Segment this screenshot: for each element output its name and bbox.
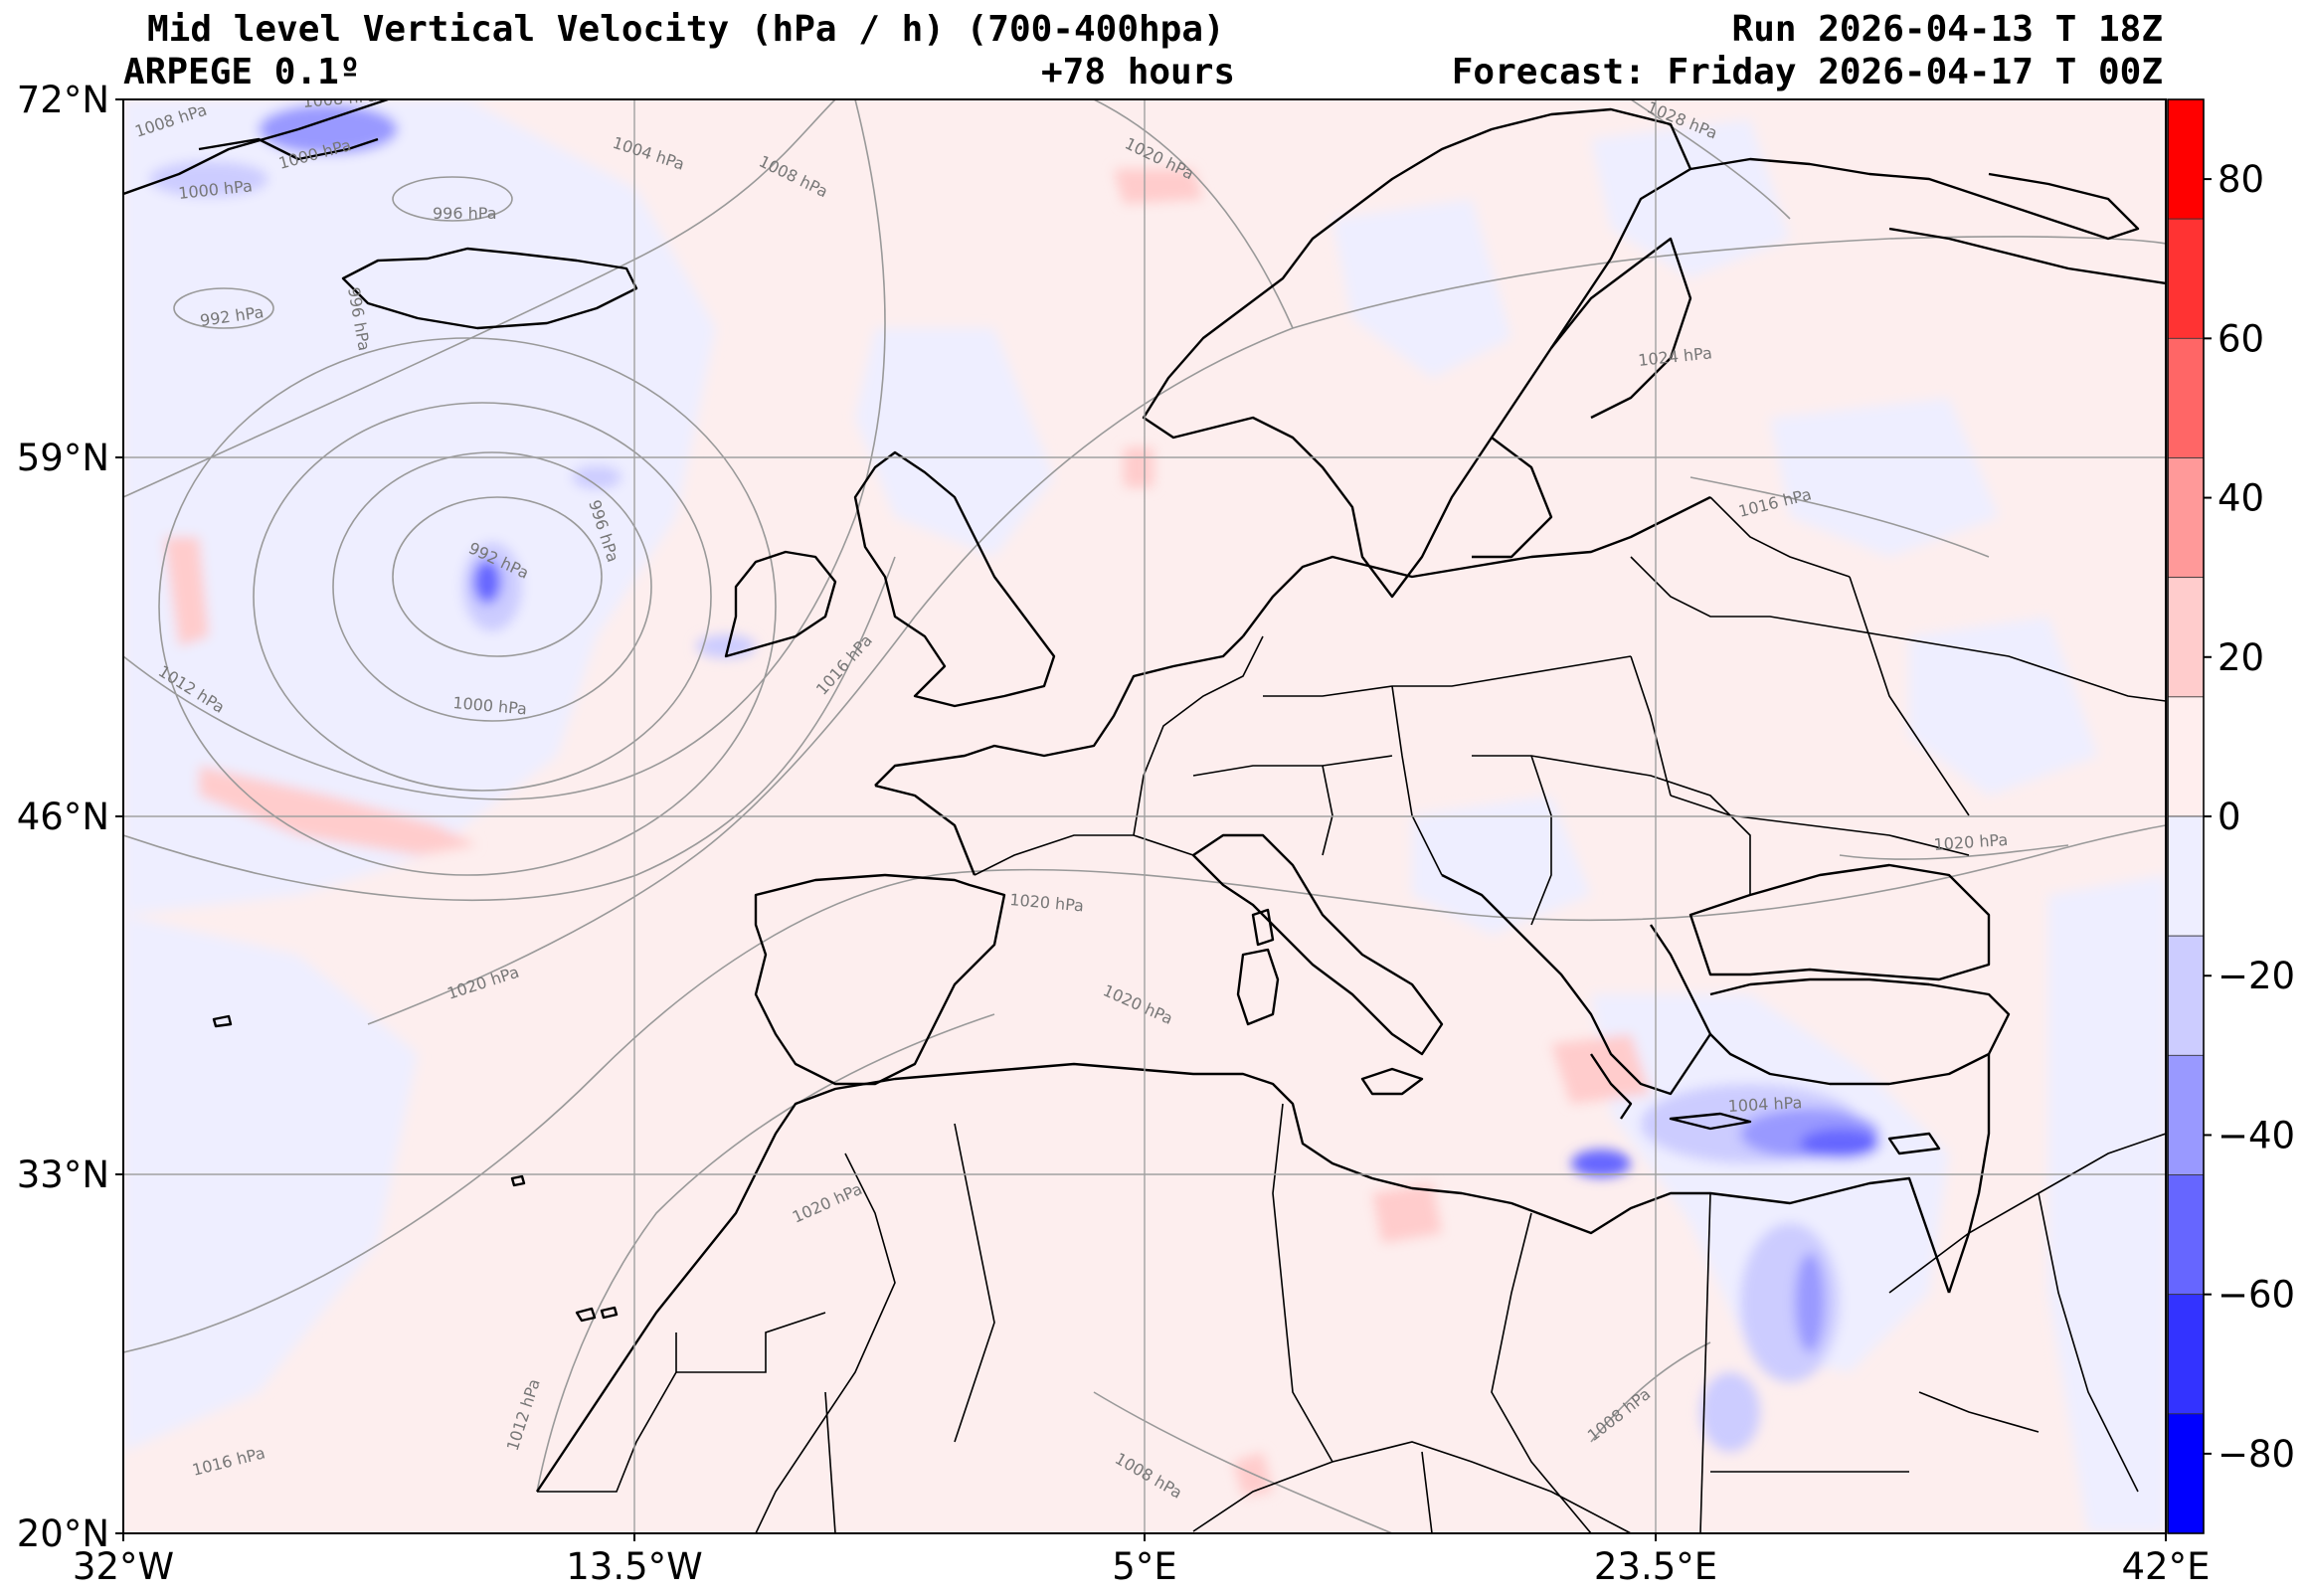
lon-tick-label: 32°W bbox=[73, 1545, 174, 1588]
map-title: Mid level Vertical Velocity (hPa / h) (7… bbox=[147, 9, 1225, 50]
colorbar-cell bbox=[2167, 337, 2205, 458]
colorbar-tick-label: 0 bbox=[2218, 796, 2241, 838]
colorbar-cell bbox=[2167, 577, 2205, 698]
colorbar-tick-label: −40 bbox=[2218, 1114, 2295, 1156]
lat-tick-label: 20°N bbox=[17, 1512, 109, 1555]
colorbar-tick-label: 40 bbox=[2218, 477, 2264, 520]
colorbar-cell bbox=[2167, 1413, 2205, 1534]
valid-time-label: Forecast: Friday 2026-04-17 T 00Z bbox=[1451, 52, 2163, 92]
isobar-label: 1004 hPa bbox=[1727, 1093, 1803, 1116]
colorbar-cell bbox=[2167, 1174, 2205, 1296]
isobar-label: 996 hPa bbox=[433, 204, 497, 223]
colorbar-cell bbox=[2167, 218, 2205, 339]
lon-tick-label: 42°E bbox=[2122, 1545, 2211, 1588]
colorbar-tick-label: −20 bbox=[2218, 955, 2295, 997]
map-area[interactable]: 1008 hPa 1008 hPa 1000 hPa 1000 hPa 996 … bbox=[123, 87, 2166, 1533]
lon-tick-label: 23.5°E bbox=[1594, 1545, 1717, 1588]
colorbar-cell bbox=[2167, 815, 2205, 937]
model-label: ARPEGE 0.1º bbox=[123, 52, 361, 92]
lead-time-label: +78 hours bbox=[1041, 52, 1236, 92]
colorbar-cells bbox=[2167, 98, 2205, 1534]
country-borders bbox=[537, 496, 2166, 1533]
colorbar: 80 60 40 20 0 −20 −40 −60 −80 bbox=[2167, 98, 2295, 1534]
isobar-label: 1008 hPa bbox=[302, 87, 378, 111]
colorbar-cell bbox=[2167, 98, 2205, 220]
run-label: Run 2026-04-13 T 18Z bbox=[1731, 9, 2163, 50]
colorbar-cell bbox=[2167, 457, 2205, 579]
lon-tick-label: 13.5°W bbox=[566, 1545, 702, 1588]
coastlines bbox=[123, 99, 2166, 1493]
lat-tick-label: 33°N bbox=[17, 1153, 109, 1196]
colorbar-cell bbox=[2167, 1054, 2205, 1175]
colorbar-tick-label: 60 bbox=[2218, 317, 2264, 360]
lat-tick-label: 72°N bbox=[17, 79, 109, 121]
colorbar-tick-label: 20 bbox=[2218, 636, 2264, 679]
graticule bbox=[123, 99, 2166, 1533]
colorbar-ticks: 80 60 40 20 0 −20 −40 −60 −80 bbox=[2204, 158, 2295, 1476]
colorbar-cell bbox=[2167, 1294, 2205, 1415]
latitude-labels: 72°N 59°N 46°N 33°N 20°N bbox=[17, 79, 109, 1555]
velocity-field bbox=[123, 99, 2166, 1533]
colorbar-cell bbox=[2167, 696, 2205, 817]
lat-tick-label: 46°N bbox=[17, 796, 109, 838]
lon-tick-label: 5°E bbox=[1112, 1545, 1176, 1588]
axis-ticks bbox=[115, 98, 2167, 1541]
colorbar-cell bbox=[2167, 935, 2205, 1056]
colorbar-tick-label: 80 bbox=[2218, 158, 2264, 201]
isobars bbox=[123, 99, 2166, 1533]
colorbar-tick-label: −60 bbox=[2218, 1274, 2295, 1317]
colorbar-tick-label: −80 bbox=[2218, 1433, 2295, 1476]
longitude-labels: 32°W 13.5°W 5°E 23.5°E 42°E bbox=[73, 1545, 2211, 1588]
lat-tick-label: 59°N bbox=[17, 437, 109, 479]
